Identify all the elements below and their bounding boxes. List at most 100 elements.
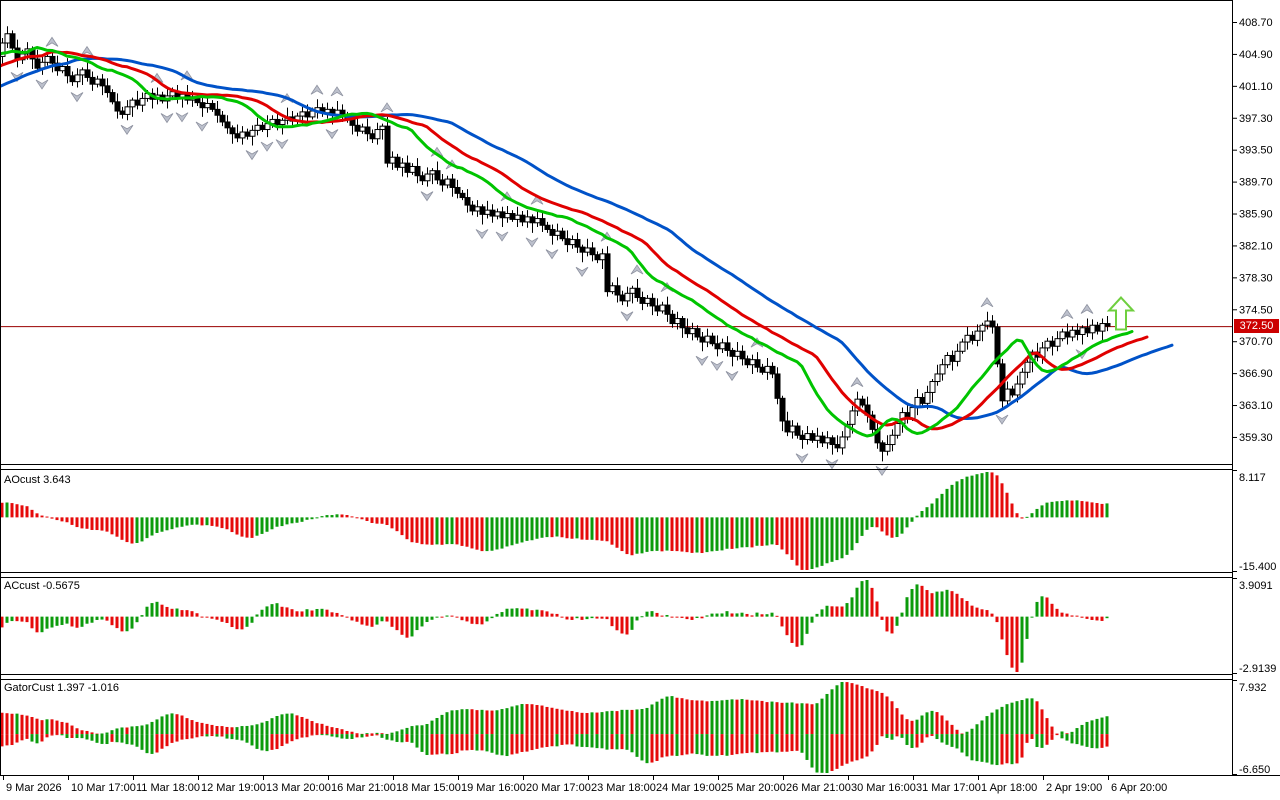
price-tick-label: 382.10 <box>1239 240 1273 252</box>
hist-bar <box>210 724 214 735</box>
hist-bar <box>110 734 114 742</box>
candle <box>449 178 456 188</box>
hist-bar <box>760 700 764 735</box>
hist-bar <box>185 718 189 735</box>
price-tick-label: 408.70 <box>1239 17 1273 29</box>
hist-bar <box>340 734 344 739</box>
fractal-up-icon <box>530 194 544 205</box>
hist-bar <box>620 709 624 735</box>
fractal-down-icon <box>620 311 634 322</box>
price-tick-label: 378.30 <box>1239 272 1273 284</box>
hist-bar <box>190 720 194 735</box>
hist-bar <box>550 734 554 747</box>
hist-bar <box>1075 728 1079 735</box>
hist-bar <box>530 610 534 617</box>
time-tick-label: 6 Apr 20:00 <box>1111 782 1167 794</box>
chart-plot-surface[interactable] <box>0 0 1232 463</box>
hist-bar <box>570 616 574 620</box>
hist-bar <box>625 709 629 735</box>
candle <box>984 320 991 326</box>
hist-bar <box>750 517 754 548</box>
candle <box>804 433 811 440</box>
price-axis-surface[interactable] <box>1232 0 1280 775</box>
hist-bar <box>870 587 874 617</box>
hist-bar <box>1090 502 1094 518</box>
hist-bar <box>300 517 304 522</box>
hist-bar <box>130 616 134 629</box>
hist-bar <box>825 605 829 617</box>
hist-bar <box>5 713 9 735</box>
candle <box>674 318 681 325</box>
candle <box>4 33 11 44</box>
hist-bar <box>1020 616 1024 663</box>
hist-bar <box>80 517 84 529</box>
hist-bar <box>745 613 749 617</box>
hist-bar <box>205 734 209 737</box>
hist-bar <box>685 734 689 755</box>
hist-bar <box>850 683 854 735</box>
hist-bar <box>225 726 229 735</box>
hist-bar <box>1095 616 1099 621</box>
candle <box>484 209 491 215</box>
candle <box>759 366 766 373</box>
hist-bar <box>605 616 609 620</box>
hist-bar <box>995 734 999 766</box>
hist-bar <box>450 734 454 755</box>
hist-bar <box>665 734 669 757</box>
hist-bar <box>745 517 749 548</box>
hist-bar <box>725 517 729 549</box>
hist-bar <box>910 517 914 522</box>
hist-bar <box>1030 513 1034 518</box>
price-tick-label: 363.10 <box>1239 400 1273 412</box>
hist-bar <box>1065 733 1069 735</box>
hist-bar <box>1000 706 1004 735</box>
hist-bar <box>405 517 409 540</box>
candle <box>639 297 646 304</box>
hist-bar <box>1080 724 1084 735</box>
gator-histogram <box>0 682 1109 773</box>
hist-bar <box>280 517 284 527</box>
hist-bar <box>320 734 324 736</box>
price-tick-label: 366.90 <box>1239 368 1273 380</box>
hist-bar <box>405 616 409 638</box>
hist-bar <box>190 734 194 739</box>
hist-bar <box>5 502 9 518</box>
fractal-down-icon <box>325 129 339 140</box>
hist-bar <box>925 507 929 518</box>
hist-bar <box>245 725 249 735</box>
hist-bar <box>710 613 714 617</box>
hist-bar <box>820 734 824 773</box>
hist-bar <box>10 734 14 746</box>
time-axis-surface[interactable] <box>0 775 1280 800</box>
hist-bar <box>235 734 239 740</box>
hist-bar <box>200 616 204 618</box>
hist-bar <box>985 716 989 735</box>
hist-bar <box>455 616 459 618</box>
fractal-down-icon <box>70 92 84 103</box>
hist-bar <box>285 734 289 744</box>
indicator-label-ac: ACcust -0.5675 <box>4 580 80 592</box>
candle <box>1014 383 1021 396</box>
hist-bar <box>805 517 809 570</box>
hist-bar <box>40 720 44 735</box>
hist-bar <box>595 616 599 619</box>
fractal-down-icon <box>120 124 134 136</box>
hist-bar <box>610 616 614 627</box>
hist-bar <box>850 597 854 617</box>
hist-bar <box>645 611 649 617</box>
hist-bar <box>120 734 124 743</box>
hist-bar <box>535 734 539 749</box>
hist-bar <box>500 734 504 756</box>
hist-bar <box>45 719 49 735</box>
candle <box>714 343 721 350</box>
hist-bar <box>560 734 564 745</box>
hist-bar <box>380 733 384 735</box>
hist-bar <box>1070 731 1074 735</box>
hist-bar <box>75 728 79 735</box>
panel-scale-max-label: 7.932 <box>1239 682 1267 694</box>
price-tick-label: 374.50 <box>1239 304 1273 316</box>
hist-bar <box>625 616 629 635</box>
hist-bar <box>405 727 409 735</box>
